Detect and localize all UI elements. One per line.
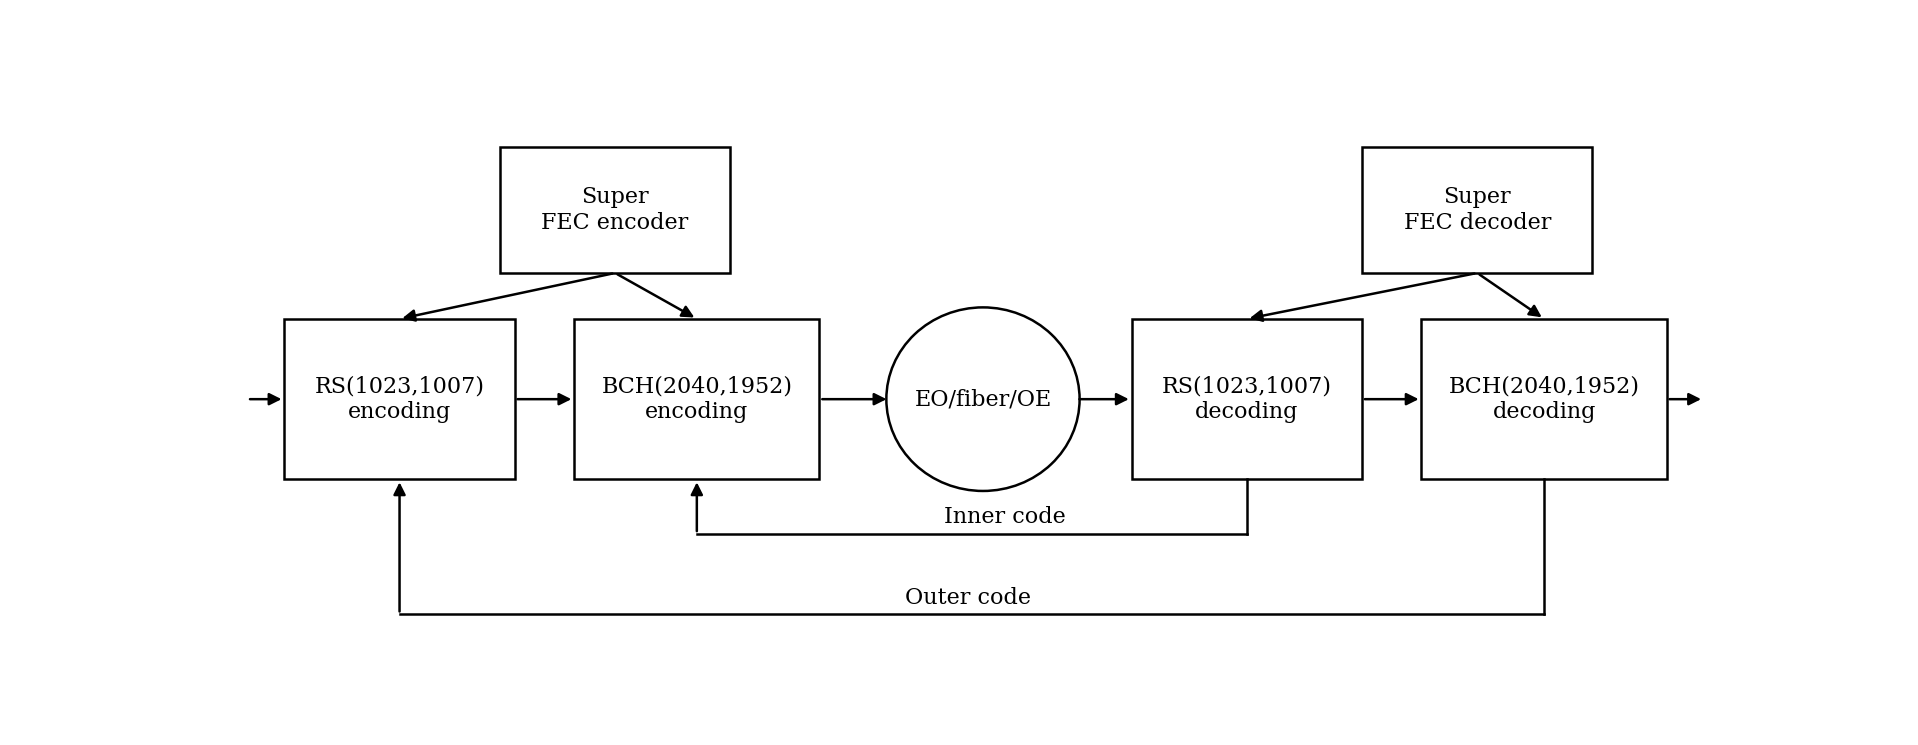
Text: Super
FEC encoder: Super FEC encoder: [541, 186, 689, 234]
Text: Inner code: Inner code: [944, 507, 1066, 528]
Text: RS(1023,1007)
decoding: RS(1023,1007) decoding: [1162, 375, 1331, 423]
Text: RS(1023,1007)
encoding: RS(1023,1007) encoding: [315, 375, 485, 423]
Ellipse shape: [886, 308, 1080, 491]
FancyBboxPatch shape: [284, 319, 514, 480]
FancyBboxPatch shape: [573, 319, 819, 480]
Text: BCH(2040,1952)
encoding: BCH(2040,1952) encoding: [602, 375, 792, 423]
Text: EO/fiber/OE: EO/fiber/OE: [915, 388, 1051, 410]
FancyBboxPatch shape: [1132, 319, 1362, 480]
FancyBboxPatch shape: [1362, 147, 1592, 273]
FancyBboxPatch shape: [501, 147, 731, 273]
FancyBboxPatch shape: [1421, 319, 1667, 480]
Text: Outer code: Outer code: [905, 586, 1032, 609]
Text: BCH(2040,1952)
decoding: BCH(2040,1952) decoding: [1448, 375, 1640, 423]
Text: Super
FEC decoder: Super FEC decoder: [1404, 186, 1552, 234]
